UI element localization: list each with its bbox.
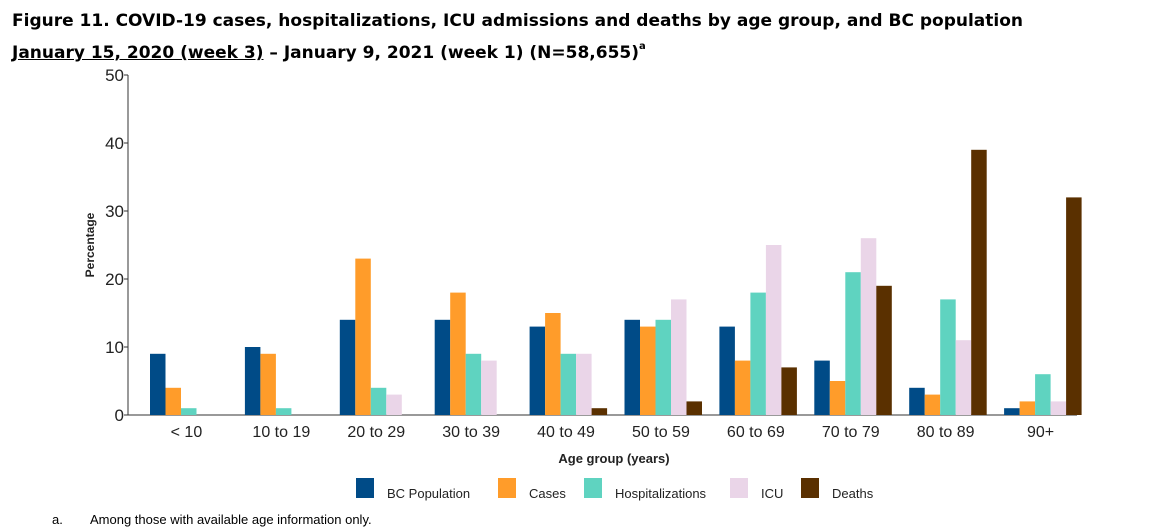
bar	[876, 285, 892, 415]
bar	[719, 326, 735, 415]
figure-title: Figure 11. COVID-19 cases, hospitalizati…	[12, 8, 1142, 66]
bar	[529, 326, 546, 415]
footnote: a. Among those with available age informa…	[52, 512, 372, 527]
bar	[165, 387, 181, 415]
bar	[671, 299, 687, 415]
legend-label: BC Population	[387, 486, 470, 501]
bar	[481, 360, 497, 415]
bar	[655, 319, 671, 415]
title-line-2: January 15, 2020 (week 3) – January 9, 2…	[12, 34, 1142, 66]
bar	[1050, 401, 1067, 415]
bar	[924, 394, 941, 415]
x-tick-label: 10 to 19	[252, 424, 310, 441]
bar	[829, 381, 846, 415]
y-axis-label: Percentage	[83, 212, 97, 277]
bar	[781, 367, 797, 415]
y-tick-label: 40	[105, 134, 124, 153]
bar	[370, 387, 387, 415]
bar	[1035, 374, 1051, 415]
x-axis-label: Age group (years)	[558, 451, 669, 466]
bar	[814, 360, 830, 415]
bar	[260, 353, 276, 415]
legend-swatch	[801, 478, 819, 498]
bar	[750, 292, 766, 415]
legend-swatch	[730, 478, 748, 498]
bar	[591, 408, 608, 415]
bar	[640, 326, 656, 415]
bar	[734, 360, 751, 415]
x-tick-label: 40 to 49	[537, 424, 595, 441]
bar	[450, 292, 466, 415]
bar	[355, 258, 371, 415]
bar	[860, 238, 877, 415]
x-tick-label: 60 to 69	[727, 424, 785, 441]
x-tick-label: 70 to 79	[822, 424, 880, 441]
bar	[940, 299, 956, 415]
bar	[1066, 197, 1082, 415]
legend-swatch	[584, 478, 602, 498]
bar	[909, 387, 925, 415]
bar	[560, 353, 577, 415]
legend-swatch	[356, 478, 374, 498]
legend-label: Cases	[529, 486, 566, 501]
bar	[244, 347, 261, 415]
footnote-marker: a.	[52, 512, 63, 527]
y-tick-label: 30	[105, 202, 124, 221]
y-tick-label: 50	[105, 66, 124, 85]
bar	[624, 319, 640, 415]
bar	[275, 408, 292, 415]
legend-label: Deaths	[832, 486, 874, 501]
y-tick-label: 0	[115, 406, 124, 425]
bar	[686, 401, 702, 415]
axis-labels: 0 10 20 30 40 50 Percentage < 10 10 to 19 20 to 2…	[83, 66, 1054, 466]
legend: BC Population Cases Hospitalizations ICU Dea…	[356, 478, 874, 501]
bar	[339, 319, 356, 415]
x-tick-label: 80 to 89	[917, 424, 975, 441]
y-tick-label: 10	[105, 338, 124, 357]
bar	[545, 313, 561, 415]
bars	[150, 149, 1082, 416]
bar	[576, 353, 592, 415]
x-tick-label: 20 to 29	[347, 424, 405, 441]
x-tick-label: 50 to 59	[632, 424, 690, 441]
footnote-text: Among those with available age informati…	[90, 512, 372, 527]
title-date-start: January 15, 2020 (week 3)	[12, 43, 264, 63]
legend-label: ICU	[761, 486, 783, 501]
bar	[765, 245, 782, 415]
x-tick-label: 30 to 39	[442, 424, 500, 441]
bar	[434, 319, 451, 415]
bar	[845, 272, 861, 415]
title-line-1: Figure 11. COVID-19 cases, hospitalizati…	[12, 11, 1024, 31]
title-date-rest: – January 9, 2021 (week 1) (N=58,655)	[263, 43, 640, 63]
bar	[465, 353, 482, 415]
bar	[971, 149, 987, 416]
legend-label: Hospitalizations	[615, 486, 707, 501]
bar	[1019, 401, 1036, 415]
bar	[1004, 408, 1020, 415]
bar	[955, 340, 972, 415]
y-tick-label: 20	[105, 270, 124, 289]
title-footnote-marker: a	[639, 41, 646, 52]
bar	[150, 353, 166, 415]
legend-swatch	[498, 478, 516, 498]
x-tick-label: < 10	[171, 424, 203, 441]
x-tick-label: 90+	[1027, 424, 1054, 441]
bar	[181, 408, 197, 415]
bar	[386, 394, 402, 415]
